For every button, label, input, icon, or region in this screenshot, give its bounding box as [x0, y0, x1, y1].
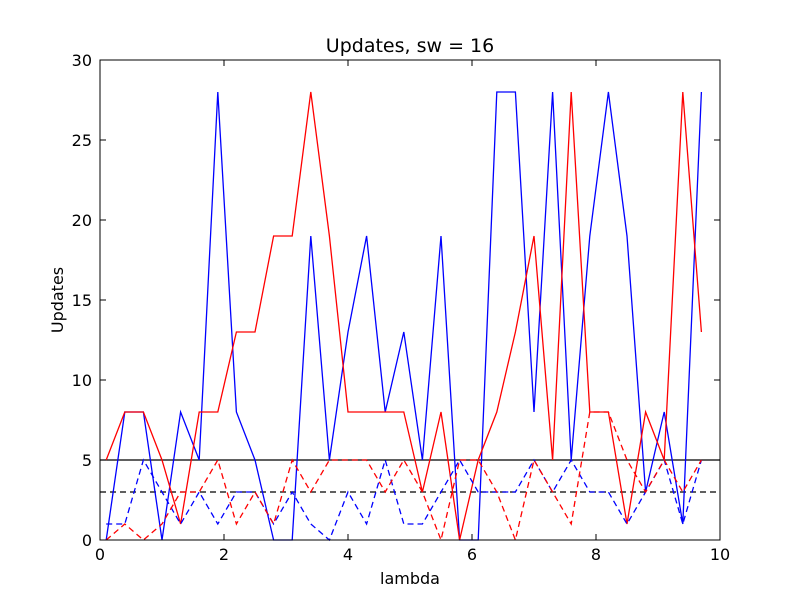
plot-area: 0 2 4 6 8 10 0 5 10 15 20 25 30 — [72, 51, 731, 564]
x-tick-label: 8 — [591, 545, 601, 564]
y-tick-label: 15 — [72, 291, 92, 310]
series-line-1 — [105, 91, 703, 541]
series-line-2 — [106, 457, 703, 542]
series-line-3 — [105, 411, 702, 543]
y-tick-label: 30 — [72, 51, 92, 70]
chart-title: Updates, sw = 16 — [326, 35, 494, 57]
y-tick-label: 0 — [82, 531, 92, 550]
x-axis-label: lambda — [380, 569, 440, 588]
y-tick-label: 20 — [72, 211, 92, 230]
series-line-0 — [105, 91, 703, 541]
x-tick-label: 2 — [219, 545, 229, 564]
x-tick-label: 0 — [95, 545, 105, 564]
y-tick-label: 25 — [72, 131, 92, 150]
x-tick-label: 6 — [467, 545, 477, 564]
y-tick-label: 5 — [82, 451, 92, 470]
x-tick-label: 10 — [710, 545, 730, 564]
y-tick-label: 10 — [72, 371, 92, 390]
y-axis-label: Updates — [48, 267, 67, 333]
x-tick-label: 4 — [343, 545, 353, 564]
